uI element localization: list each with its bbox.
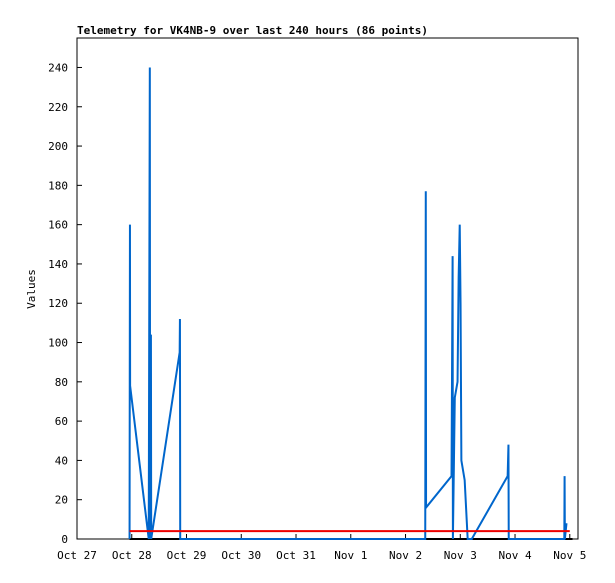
y-tick-label: 120 xyxy=(48,297,68,310)
x-tick-label: Nov 1 xyxy=(334,549,367,562)
y-tick-label: 200 xyxy=(48,140,68,153)
y-tick-label: 20 xyxy=(55,494,68,507)
x-tick-label: Oct 28 xyxy=(112,549,152,562)
y-tick-label: 220 xyxy=(48,101,68,114)
y-tick-label: 140 xyxy=(48,258,68,271)
y-tick-label: 240 xyxy=(48,61,68,74)
chart-title: Telemetry for VK4NB-9 over last 240 hour… xyxy=(77,24,428,37)
x-tick-label: Nov 2 xyxy=(389,549,422,562)
x-tick-label: Oct 30 xyxy=(221,549,261,562)
series-line xyxy=(128,67,568,540)
y-axis-label: Values xyxy=(25,269,38,309)
x-tick-label: Oct 27 xyxy=(57,549,97,562)
y-tick-label: 180 xyxy=(48,179,68,192)
x-tick-label: Nov 3 xyxy=(444,549,477,562)
x-tick-label: Oct 29 xyxy=(167,549,207,562)
y-tick-label: 80 xyxy=(55,376,68,389)
y-tick-label: 0 xyxy=(61,533,68,546)
x-tick-label: Nov 5 xyxy=(553,549,586,562)
y-tick-label: 160 xyxy=(48,219,68,232)
x-tick-label: Oct 31 xyxy=(276,549,316,562)
plot-frame xyxy=(76,37,579,540)
x-tick-label: Nov 4 xyxy=(498,549,531,562)
y-tick-label: 40 xyxy=(55,454,68,467)
y-tick-label: 60 xyxy=(55,415,68,428)
y-tick-label: 100 xyxy=(48,337,68,350)
